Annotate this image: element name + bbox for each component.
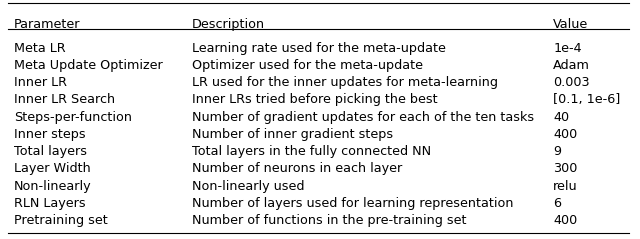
Text: Meta LR: Meta LR — [14, 42, 66, 54]
Text: Inner LRs tried before picking the best: Inner LRs tried before picking the best — [192, 93, 437, 106]
Text: Adam: Adam — [554, 59, 590, 72]
Text: Non-linearly: Non-linearly — [14, 179, 92, 192]
Text: [0.1, 1e-6]: [0.1, 1e-6] — [554, 93, 621, 106]
Text: Inner LR Search: Inner LR Search — [14, 93, 115, 106]
Text: 40: 40 — [554, 110, 570, 124]
Text: 6: 6 — [554, 197, 561, 210]
Text: 300: 300 — [554, 162, 578, 175]
Text: Number of neurons in each layer: Number of neurons in each layer — [192, 162, 402, 175]
Text: 0.003: 0.003 — [554, 76, 590, 89]
Text: RLN Layers: RLN Layers — [14, 197, 86, 210]
Text: 9: 9 — [554, 145, 561, 158]
Text: LR used for the inner updates for meta-learning: LR used for the inner updates for meta-l… — [192, 76, 498, 89]
Text: Inner steps: Inner steps — [14, 128, 86, 141]
Text: Number of layers used for learning representation: Number of layers used for learning repre… — [192, 197, 513, 210]
Text: Parameter: Parameter — [14, 18, 81, 31]
Text: Meta Update Optimizer: Meta Update Optimizer — [14, 59, 163, 72]
Text: Optimizer used for the meta-update: Optimizer used for the meta-update — [192, 59, 423, 72]
Text: Learning rate used for the meta-update: Learning rate used for the meta-update — [192, 42, 445, 54]
Text: Inner LR: Inner LR — [14, 76, 67, 89]
Text: Steps-per-function: Steps-per-function — [14, 110, 132, 124]
Text: Layer Width: Layer Width — [14, 162, 91, 175]
Text: Total layers in the fully connected NN: Total layers in the fully connected NN — [192, 145, 431, 158]
Text: relu: relu — [554, 179, 578, 192]
Text: Total layers: Total layers — [14, 145, 87, 158]
Text: Number of gradient updates for each of the ten tasks: Number of gradient updates for each of t… — [192, 110, 534, 124]
Text: Description: Description — [192, 18, 265, 31]
Text: 400: 400 — [554, 214, 578, 227]
Text: Number of functions in the pre-training set: Number of functions in the pre-training … — [192, 214, 466, 227]
Text: 1e-4: 1e-4 — [554, 42, 582, 54]
Text: Value: Value — [554, 18, 589, 31]
Text: Non-linearly used: Non-linearly used — [192, 179, 304, 192]
Text: Pretraining set: Pretraining set — [14, 214, 108, 227]
Text: 400: 400 — [554, 128, 578, 141]
Text: Number of inner gradient steps: Number of inner gradient steps — [192, 128, 393, 141]
